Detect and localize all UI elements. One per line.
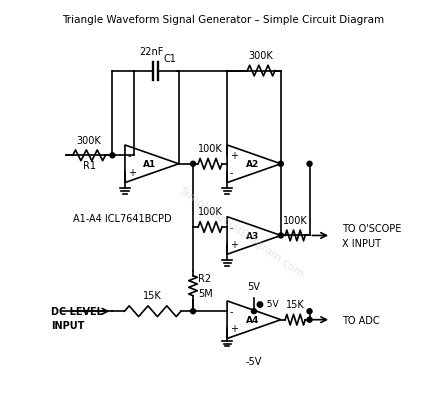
Text: SimpleCircuitDiagram.com: SimpleCircuitDiagram.com	[177, 185, 305, 279]
Text: +: +	[230, 323, 238, 333]
Text: A1: A1	[143, 160, 156, 169]
Text: TO O'SCOPE: TO O'SCOPE	[342, 224, 401, 234]
Text: -: -	[128, 151, 131, 161]
Text: +: +	[128, 168, 136, 178]
Text: 15K: 15K	[286, 299, 304, 309]
Circle shape	[190, 162, 195, 167]
Text: -: -	[230, 223, 233, 233]
Text: 300K: 300K	[77, 135, 101, 145]
Text: -: -	[230, 168, 233, 178]
Circle shape	[307, 317, 312, 322]
Circle shape	[278, 162, 283, 167]
Text: +: +	[230, 151, 238, 161]
Text: 5M: 5M	[198, 288, 213, 298]
Text: +: +	[230, 239, 238, 249]
Circle shape	[110, 154, 115, 158]
Text: X INPUT: X INPUT	[342, 238, 381, 248]
Text: 5V: 5V	[248, 282, 261, 291]
Text: TO ADC: TO ADC	[342, 315, 380, 325]
Text: -5V: -5V	[246, 356, 262, 366]
Text: 22nF: 22nF	[139, 47, 164, 57]
Text: A1-A4 ICL7641BCPD: A1-A4 ICL7641BCPD	[73, 213, 172, 223]
Circle shape	[307, 309, 312, 314]
Text: A3: A3	[245, 231, 259, 240]
Text: -: -	[230, 306, 233, 316]
Text: R2: R2	[198, 274, 211, 284]
Text: 15K: 15K	[143, 291, 162, 301]
Text: 100K: 100K	[283, 215, 308, 225]
Circle shape	[190, 309, 195, 314]
Circle shape	[307, 162, 312, 167]
Text: 100K: 100K	[198, 207, 223, 217]
Text: DC LEVEL: DC LEVEL	[51, 306, 103, 316]
Text: A2: A2	[245, 160, 259, 169]
Text: 300K: 300K	[249, 51, 274, 61]
Circle shape	[252, 309, 257, 314]
Text: INPUT: INPUT	[51, 320, 85, 330]
Text: 100K: 100K	[198, 144, 223, 154]
Text: ● 5V: ● 5V	[256, 299, 278, 308]
Text: C1: C1	[163, 54, 176, 64]
Title: Triangle Waveform Signal Generator – Simple Circuit Diagram: Triangle Waveform Signal Generator – Sim…	[63, 15, 384, 25]
Text: R1: R1	[83, 160, 96, 170]
Text: A4: A4	[245, 316, 259, 324]
Circle shape	[278, 233, 283, 238]
